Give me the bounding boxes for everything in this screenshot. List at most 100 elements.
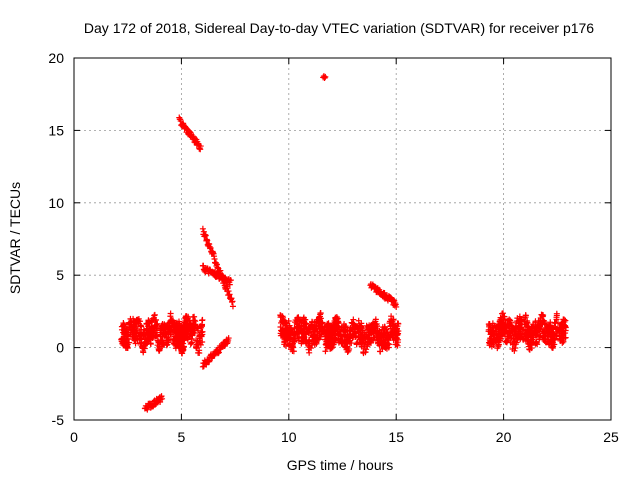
data-point [338,326,345,333]
data-point [547,329,554,336]
grid-lines [74,58,611,420]
data-point [311,319,318,326]
data-point [351,322,358,329]
data-point [553,310,560,317]
data-point [503,338,510,345]
data-point [526,346,533,353]
data-point [371,334,378,341]
y-tick-label: 0 [56,340,64,356]
y-tick-label: -5 [52,412,65,428]
x-axis-label: GPS time / hours [287,457,394,473]
data-point [327,329,334,336]
data-point [316,328,323,335]
data-point [178,341,185,348]
data-point [306,349,313,356]
data-point [516,326,523,333]
data-point [293,328,300,335]
data-point [343,334,350,341]
data-point [381,339,388,346]
data-point [329,344,336,351]
data-point [126,339,133,346]
data-point [280,333,287,340]
data-point [199,225,206,232]
data-point [154,320,161,327]
data-point [368,339,375,346]
data-point [176,344,183,351]
data-point [145,319,152,326]
data-point [321,74,328,81]
data-point [364,343,371,350]
data-point [145,335,152,342]
data-point [560,335,567,342]
data-point [168,318,175,325]
data-point [301,336,308,343]
data-point [176,320,183,327]
data-point [291,335,298,342]
data-point [229,303,236,310]
data-point [330,335,337,342]
data-point [354,328,361,335]
data-point [294,315,301,322]
data-point [143,340,150,347]
data-point [300,316,307,323]
data-point [524,338,531,345]
data-point [187,341,194,348]
data-point [389,331,396,338]
data-point [354,339,361,346]
data-point [524,319,531,326]
data-point [346,339,353,346]
data-point [338,340,345,347]
data-point [280,316,287,323]
data-point [332,315,339,322]
data-point [127,315,134,322]
data-point [286,330,293,337]
data-point [318,320,325,327]
data-point [389,323,396,330]
data-point [335,337,342,344]
data-point [537,323,544,330]
data-point [551,323,558,330]
data-point [537,317,544,324]
data-point [194,325,201,332]
y-tick-label: 10 [48,195,64,211]
data-point [541,329,548,336]
data-point [393,335,400,342]
data-point [377,348,384,355]
x-tick-label: 20 [496,429,512,445]
data-point [173,329,180,336]
data-point [508,334,515,341]
y-tick-label: 15 [48,122,64,138]
data-point [335,323,342,330]
data-point [179,325,186,332]
y-tick-label: 5 [56,267,64,283]
data-point [227,277,234,284]
data-point [543,339,550,346]
data-point [514,315,521,322]
data-point [536,336,543,343]
data-point [162,330,169,337]
data-point [186,317,193,324]
data-point [521,321,528,328]
data-point [289,344,296,351]
data-point [306,343,313,350]
data-point [505,330,512,337]
data-point [151,324,158,331]
data-point [298,322,305,329]
data-point [161,321,168,328]
data-point [282,326,289,333]
data-point [126,325,133,332]
data-point [351,330,358,337]
plot-frame [73,57,612,421]
x-tick-label: 15 [388,429,404,445]
data-point [549,345,556,352]
data-point [150,316,157,323]
data-point [124,335,131,342]
data-point [512,324,519,331]
data-point [393,303,400,310]
data-point [198,331,205,338]
x-tick-label: 0 [70,429,78,445]
data-point [199,328,206,335]
data-point [374,326,381,333]
data-point [528,339,535,346]
